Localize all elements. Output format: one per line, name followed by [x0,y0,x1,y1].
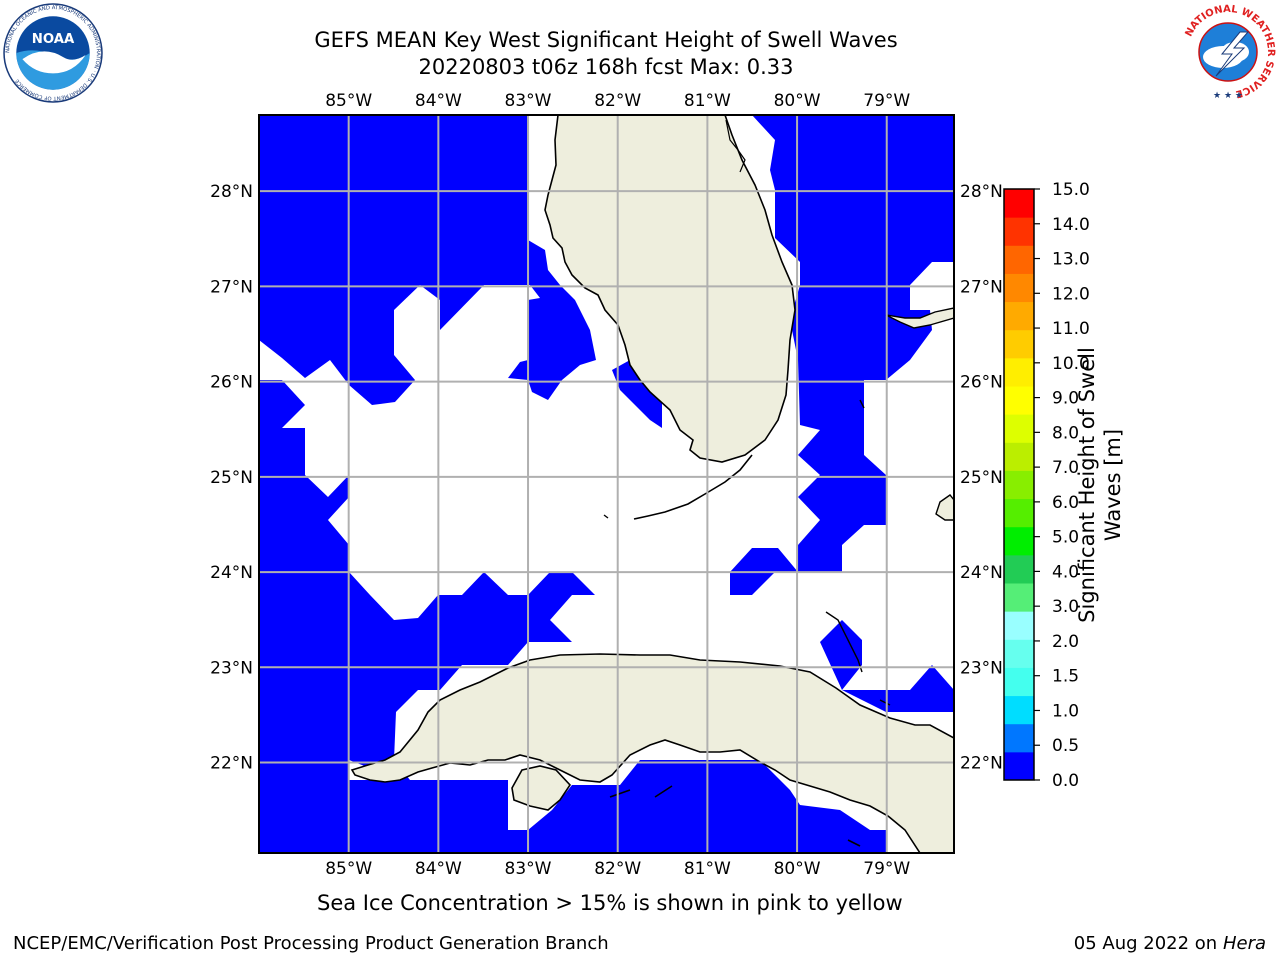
lon-tick-label: 83°W [505,859,552,879]
credits: NCEP/EMC/Verification Post Processing Pr… [13,933,609,954]
florida-keys [633,454,753,520]
lat-tick-label: 26°N [960,373,1003,393]
date-footer: 05 Aug 2022 on Hera [1074,933,1266,954]
lat-tick-label: 25°N [960,468,1003,488]
lon-tick-label: 82°W [594,859,641,879]
colorbar-tick-label: 7.0 [1052,458,1079,478]
colorbar-swatch [1004,751,1034,781]
land-masses [350,115,954,853]
lon-tick-label: 84°W [415,91,462,111]
colorbar: 15.0 14.0 13.0 12.0 11.0 10.0 9.0 8.0 7.0 6.0 5.0 4… [1003,180,1090,791]
colorbar-tick-label: 1.0 [1052,701,1079,721]
colorbar-tick-label: 0.5 [1052,736,1079,756]
colorbar-swatch [1004,583,1034,612]
colorbar-swatch [1004,498,1034,528]
svg-text:★ ★ ★: ★ ★ ★ [1213,91,1243,101]
colorbar-tick-label: 2.0 [1052,632,1079,652]
colorbar-swatch [1004,414,1034,443]
grand-bahama [885,307,954,329]
lat-tick-label: 28°N [960,182,1003,202]
colorbar-tick-label: 14.0 [1052,215,1090,235]
lon-labels-bottom: 85°W 84°W 83°W 82°W 81°W 80°W 79°W [325,859,910,879]
lon-labels-top: 85°W 84°W 83°W 82°W 81°W 80°W 79°W [325,91,910,111]
lat-tick-label: 25°N [210,468,253,488]
colorbar-swatch [1004,723,1034,753]
host-name: Hera [1222,933,1266,954]
colorbar-tick-label: 0.0 [1052,771,1079,791]
lat-labels-left: 28°N 27°N 26°N 25°N 24°N 23°N 22°N [210,182,253,773]
colorbar-swatch [1004,442,1034,471]
colorbar-tick-label: 11.0 [1052,319,1090,339]
map-subtitle: 20220803 t06z 168h fcst Max: 0.33 [418,55,794,79]
colorbar-tick-label: 15.0 [1052,180,1090,200]
colorbar-tick-label: 8.0 [1052,423,1079,443]
colorbar-swatch [1004,554,1034,584]
lon-tick-label: 79°W [863,91,910,111]
colorbar-tick-label: 10.0 [1052,354,1090,374]
noaa-logo: NATIONAL OCEANIC AND ATMOSPHERIC ADMINIS… [3,3,103,103]
lon-tick-label: 82°W [594,91,641,111]
colorbar-swatch [1004,639,1034,668]
florida-peninsula [544,115,796,463]
colorbar-tick-label: 5.0 [1052,528,1079,548]
lat-tick-label: 24°N [960,563,1003,583]
lat-tick-label: 27°N [960,277,1003,297]
nws-logo: NATIONAL WEATHER SERVICE ★ ★ ★ [1180,4,1276,101]
lon-tick-label: 81°W [684,859,731,879]
cuba [350,653,954,853]
map-plot-area [259,115,954,853]
colorbar-swatch [1004,667,1034,697]
lon-tick-label: 83°W [505,91,552,111]
colorbar-frame [1003,188,1035,781]
colorbar-tick-label: 3.0 [1052,597,1079,617]
colorbar-tick-label: 12.0 [1052,284,1090,304]
colorbar-tick-label: 9.0 [1052,389,1079,409]
colorbar-tick-label: 1.5 [1052,667,1079,687]
lat-tick-label: 27°N [210,277,253,297]
lat-tick-label: 22°N [210,754,253,774]
lon-tick-label: 80°W [774,91,821,111]
lon-tick-label: 85°W [325,91,372,111]
colorbar-tick-label: 4.0 [1052,562,1079,582]
lat-tick-label: 23°N [210,658,253,678]
lon-tick-label: 81°W [684,91,731,111]
map-frame [258,114,955,854]
lat-tick-label: 22°N [960,754,1003,774]
colorbar-swatch [1004,695,1034,725]
lon-tick-label: 85°W [325,859,372,879]
bahamas-andros [825,611,891,706]
noaa-logo-text: NOAA [32,32,75,47]
colorbar-swatch [1004,245,1034,274]
lat-tick-label: 28°N [210,182,253,202]
lat-tick-label: 26°N [210,373,253,393]
lat-labels-right: 28°N 27°N 26°N 25°N 24°N 23°N 22°N [960,182,1003,773]
colorbar-swatch [1004,526,1034,556]
colorbar-label: Significant Height of Swell Waves [m] [1075,347,1125,623]
colorbar-swatch [1004,357,1034,387]
colorbar-swatch [1004,217,1034,246]
colorbar-swatch [1004,470,1034,500]
lon-tick-label: 80°W [774,859,821,879]
colorbar-swatch [1004,611,1034,640]
map-title: GEFS MEAN Key West Significant Height of… [314,28,898,52]
lon-tick-label: 84°W [415,859,462,879]
lon-tick-label: 79°W [863,859,910,879]
lat-tick-label: 23°N [960,658,1003,678]
sea-ice-note: Sea Ice Concentration > 15% is shown in … [317,891,903,915]
colorbar-swatch [1004,301,1034,331]
colorbar-swatch [1004,189,1034,218]
lake-okeechobee [725,119,746,173]
graticule [259,115,954,853]
lat-tick-label: 24°N [210,563,253,583]
colorbar-swatch [1004,329,1034,359]
colorbar-swatch [1004,386,1034,415]
swell-wave-field [259,115,954,853]
date-text: 05 Aug 2022 on [1073,933,1218,954]
colorbar-tick-label: 13.0 [1052,250,1090,270]
isle-of-youth [511,765,572,811]
colorbar-tick-label: 6.0 [1052,493,1079,513]
colorbar-swatch [1004,273,1034,303]
